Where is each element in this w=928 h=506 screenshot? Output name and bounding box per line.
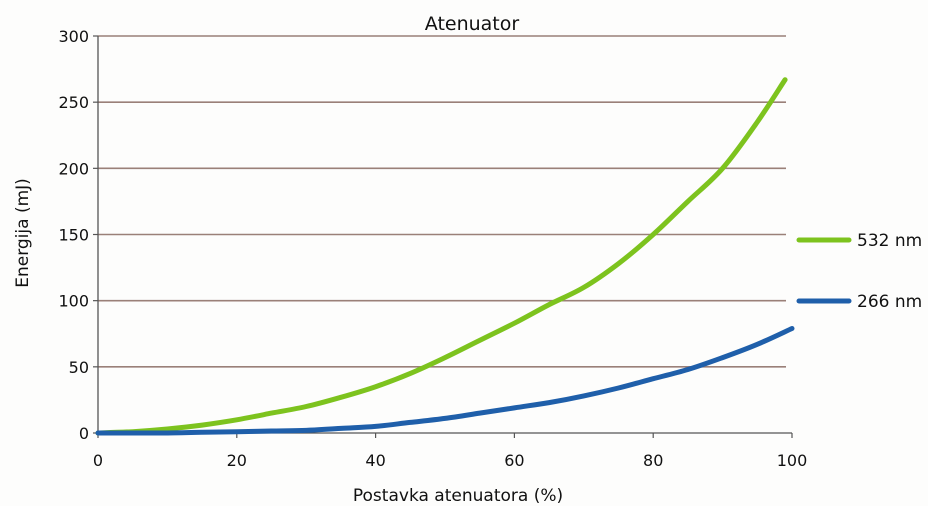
y-tick-label: 100 (58, 292, 89, 311)
x-tick-label: 20 (227, 451, 247, 470)
grid-lines (98, 35, 786, 368)
y-axis-title: Energija (mJ) (13, 178, 33, 288)
x-tick-label: 80 (643, 451, 663, 470)
y-tick-label: 300 (58, 27, 89, 46)
x-tick-label: 40 (365, 451, 385, 470)
y-tick-label: 50 (69, 358, 89, 377)
y-tick-label: 250 (58, 93, 89, 112)
series-line-266-nm (95, 326, 795, 436)
x-tick-label: 60 (504, 451, 524, 470)
x-tick-label: 100 (777, 451, 808, 470)
chart-title: Atenuator (425, 13, 520, 35)
y-tick-label: 200 (58, 159, 89, 178)
series-line-532-nm (95, 77, 788, 436)
tick-labels: 0 50 100 150 200 250 300 0 20 40 60 80 100 (58, 27, 807, 470)
axes (93, 35, 793, 438)
y-tick-label: 150 (58, 226, 89, 245)
legend-label-266-nm: 266 nm (857, 292, 922, 312)
x-tick-label: 0 (93, 451, 103, 470)
x-axis-title: Postavka atenuatora (%) (353, 486, 563, 506)
series-lines (95, 77, 795, 436)
legend-label-532-nm: 532 nm (857, 231, 922, 251)
y-tick-label: 0 (79, 424, 89, 443)
legend: 532 nm 266 nm (796, 231, 922, 312)
